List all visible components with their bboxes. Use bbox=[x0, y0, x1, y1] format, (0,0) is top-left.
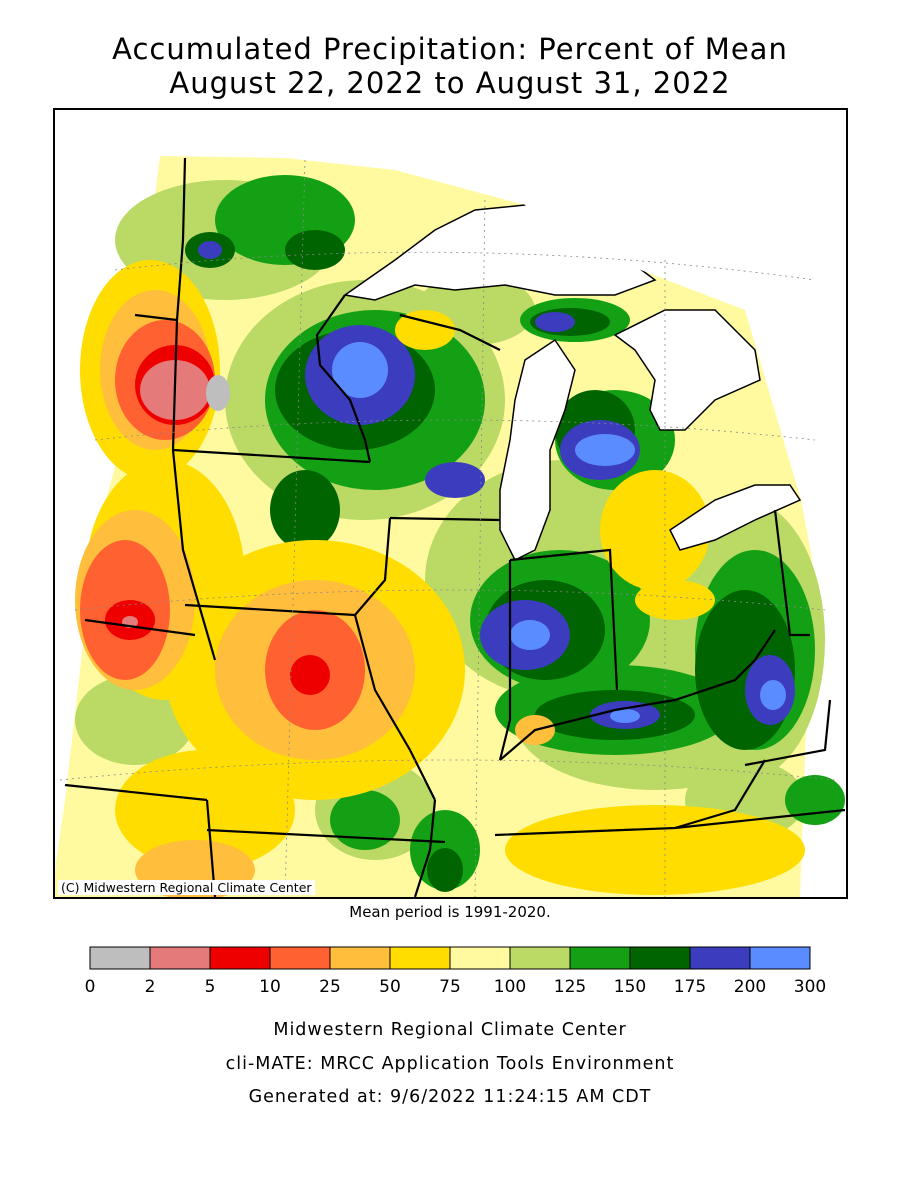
legend-tick-label: 125 bbox=[554, 977, 586, 997]
legend-swatch bbox=[149, 946, 211, 970]
legend-swatch bbox=[389, 946, 451, 970]
legend-tick-label: 50 bbox=[379, 977, 401, 997]
legend-swatch bbox=[449, 946, 511, 970]
legend-swatch bbox=[689, 946, 751, 970]
mo-east bbox=[413, 799, 437, 897]
wi-il-border bbox=[389, 516, 501, 522]
legend-tick-label: 5 bbox=[205, 977, 216, 997]
footer-generated: Generated at: 9/6/2022 11:24:15 AM CDT bbox=[248, 1087, 652, 1107]
ia-mo-border bbox=[184, 603, 356, 617]
legend-tick-label: 300 bbox=[794, 977, 826, 997]
ky-north bbox=[499, 629, 776, 761]
lake-huron bbox=[613, 309, 761, 431]
legend-tick-label: 0 bbox=[85, 977, 96, 997]
footer-tool: cli-MATE: MRCC Application Tools Environ… bbox=[225, 1054, 675, 1074]
legend-tick-label: 10 bbox=[259, 977, 281, 997]
legend-tick-label: 100 bbox=[494, 977, 526, 997]
graticule bbox=[59, 159, 836, 897]
legend-swatch bbox=[89, 946, 151, 970]
mean-period-note: Mean period is 1991-2020. bbox=[349, 903, 551, 921]
map-title-line-1: Accumulated Precipitation: Percent of Me… bbox=[112, 32, 788, 66]
il-in-border bbox=[498, 560, 512, 761]
map-title-line-2: August 22, 2022 to August 31, 2022 bbox=[169, 66, 731, 100]
legend-tick-label: 200 bbox=[734, 977, 766, 997]
canada-north bbox=[435, 110, 755, 310]
legend-tick-label: 150 bbox=[614, 977, 646, 997]
legend-tick-label: 2 bbox=[145, 977, 156, 997]
precip-bin-200-300 bbox=[332, 342, 786, 723]
copyright-label: (C) Midwestern Regional Climate Center bbox=[58, 880, 315, 895]
legend-tick-label: 75 bbox=[439, 977, 461, 997]
footer-org: Midwestern Regional Climate Center bbox=[273, 1020, 627, 1040]
map-canvas bbox=[55, 110, 846, 897]
legend-swatch bbox=[629, 946, 691, 970]
wv-border bbox=[744, 699, 832, 767]
ia-west-border bbox=[171, 449, 217, 661]
il-west bbox=[353, 517, 436, 801]
lake-erie bbox=[669, 484, 802, 551]
mo-ar-border bbox=[206, 828, 446, 844]
mn-ia-border bbox=[172, 448, 371, 464]
legend-tick-label: 175 bbox=[674, 977, 706, 997]
great-lakes bbox=[343, 110, 802, 562]
legend-swatch bbox=[749, 946, 811, 970]
color-legend: 0 2 5 10 25 50 75 100 125 150 175 200 300 bbox=[85, 946, 826, 997]
sd-nd-border bbox=[134, 313, 178, 322]
precipitation-map: (C) Midwestern Regional Climate Center bbox=[53, 108, 848, 899]
legend-swatch bbox=[329, 946, 391, 970]
lake-michigan bbox=[499, 338, 576, 562]
in-oh-border bbox=[509, 548, 619, 691]
legend-swatch bbox=[509, 946, 571, 970]
oh-east bbox=[773, 509, 810, 637]
mn-wi-border bbox=[315, 294, 372, 463]
precip-bin-0-2 bbox=[206, 375, 230, 411]
legend-swatch bbox=[569, 946, 631, 970]
legend-tick-label: 25 bbox=[319, 977, 341, 997]
ne-ks-border bbox=[64, 783, 208, 802]
legend-swatch bbox=[269, 946, 331, 970]
mn-nd-border bbox=[171, 157, 187, 451]
wi-mi-border bbox=[399, 313, 501, 351]
ne-sd-border bbox=[84, 618, 196, 637]
legend-swatch bbox=[209, 946, 271, 970]
ky-va bbox=[674, 759, 766, 830]
